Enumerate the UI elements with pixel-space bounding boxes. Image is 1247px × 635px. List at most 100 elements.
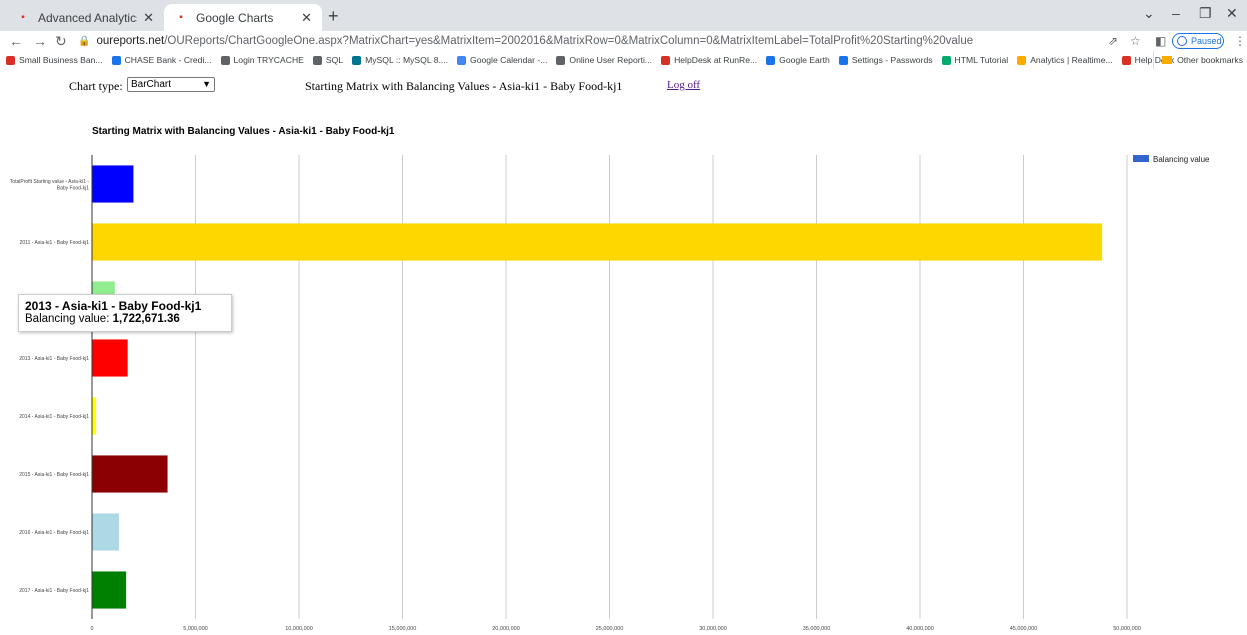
x-tick-label: 25,000,000	[596, 626, 624, 632]
forward-arrow-icon[interactable]: →	[33, 33, 47, 49]
tab-google-charts[interactable]: ▪ Google Charts ✕	[164, 4, 322, 31]
close-icon[interactable]: ✕	[301, 9, 312, 25]
x-tick-label: 35,000,000	[803, 626, 831, 632]
bar[interactable]	[92, 165, 134, 203]
bookmark-favicon-icon	[838, 55, 848, 65]
bar[interactable]	[92, 397, 97, 435]
bookmark-label: Help Desk	[1134, 55, 1175, 65]
bookmark-item[interactable]: MySQL :: MySQL 8....	[352, 55, 448, 65]
chevron-down-icon[interactable]: ⌄	[1143, 5, 1155, 21]
restore-icon[interactable]: ❐	[1199, 5, 1212, 21]
side-panel-icon[interactable]: ◧	[1155, 34, 1167, 48]
bookmark-item[interactable]: Settings - Passwords	[838, 55, 933, 65]
tooltip-title: 2013 - Asia-ki1 - Baby Food-kj1	[25, 299, 202, 313]
tooltip-label: Balancing value:	[25, 313, 113, 325]
back-arrow-icon[interactable]: ←	[9, 33, 23, 49]
bookmark-item[interactable]: Google Calendar -...	[457, 55, 547, 65]
bookmark-label: Settings - Passwords	[851, 55, 933, 65]
url-path: /OUReports/ChartGoogleOne.aspx?MatrixCha…	[164, 35, 974, 47]
url-host: oureports.net	[96, 35, 165, 47]
x-tick-label: 0	[90, 626, 93, 632]
bookmark-favicon-icon	[352, 55, 362, 65]
bar[interactable]	[92, 513, 119, 551]
bookmark-favicon-icon	[556, 55, 566, 65]
bar[interactable]	[92, 223, 1103, 261]
bookmark-item[interactable]: SQL	[312, 55, 344, 65]
logoff-link[interactable]: Log off	[667, 79, 701, 91]
tab-title: Advanced Analytics	[38, 10, 138, 25]
bookmark-favicon-icon	[941, 55, 951, 65]
x-tick-label: 10,000,000	[285, 626, 313, 632]
other-bookmarks[interactable]: Other bookmarks	[1153, 51, 1243, 69]
legend-label: Balancing value	[1153, 155, 1210, 164]
oureports-favicon-icon: ▪	[179, 12, 183, 23]
x-tick-label: 30,000,000	[699, 626, 727, 632]
legend-swatch	[1133, 155, 1149, 162]
y-tick-label: 2013 - Asia-ki1 - Baby Food-kj1	[19, 356, 89, 362]
x-tick-label: 15,000,000	[389, 626, 417, 632]
x-tick-label: 20,000,000	[492, 626, 520, 632]
lock-icon: 🔒	[78, 35, 91, 47]
new-tab-icon[interactable]: +	[328, 6, 339, 26]
avatar	[1177, 36, 1187, 46]
bar-tooltip: 2013 - Asia-ki1 - Baby Food-kj1 Balancin…	[18, 294, 232, 332]
bookmark-favicon-icon	[111, 55, 121, 65]
bookmark-label: Google Earth	[779, 55, 830, 65]
folder-icon	[1162, 56, 1173, 64]
bookmark-favicon-icon	[1017, 55, 1027, 65]
bookmarks-bar: Small Business Ban... CHASE Bank - Credi.…	[0, 51, 1247, 69]
y-tick-label: 2015 - Asia-ki1 - Baby Food-kj1	[19, 472, 89, 478]
address-bar[interactable]: 🔒 oureports.net/OUReports/ChartGoogleOne…	[78, 31, 973, 51]
profile-paused-button[interactable]: Paused	[1172, 33, 1224, 49]
close-icon[interactable]: ✕	[143, 9, 154, 25]
bookmark-favicon-icon	[312, 55, 322, 65]
share-icon[interactable]: ⇗	[1108, 34, 1119, 48]
bookmark-item[interactable]: Google Earth	[766, 55, 830, 65]
browser-tab-strip: ▪ Advanced Analytics ✕ ▪ Google Charts ✕…	[0, 0, 1247, 31]
close-window-icon[interactable]: ✕	[1226, 5, 1238, 21]
chart-type-label: Chart type:	[69, 79, 123, 93]
x-tick-label: 50,000,000	[1113, 626, 1141, 632]
bookmark-item[interactable]: HelpDesk at RunRe...	[661, 55, 757, 65]
bookmark-item[interactable]: Analytics | Realtime...	[1017, 55, 1113, 65]
bar[interactable]	[92, 571, 127, 609]
bookmark-label: Google Calendar -...	[470, 55, 548, 65]
bar[interactable]	[92, 455, 168, 493]
bookmark-label: HTML Tutorial	[954, 55, 1009, 65]
x-tick-label: 40,000,000	[906, 626, 934, 632]
bookmark-label: CHASE Bank - Credi...	[124, 55, 212, 65]
y-tick-label: 2016 - Asia-ki1 - Baby Food-kj1	[19, 530, 89, 536]
bookmark-item[interactable]: Login TRYCACHE	[220, 55, 304, 65]
bar[interactable]	[92, 339, 128, 377]
chart-title: Starting Matrix with Balancing Values - …	[92, 126, 395, 137]
x-tick-label: 5,000,000	[183, 626, 207, 632]
bookmark-favicon-icon	[457, 55, 467, 65]
tab-advanced-analytics[interactable]: ▪ Advanced Analytics ✕	[6, 4, 164, 31]
page-title: Starting Matrix with Balancing Values - …	[305, 79, 623, 93]
browser-toolbar: ← → ↻ 🔒 oureports.net/OUReports/ChartGoo…	[0, 31, 1247, 51]
bookmark-item[interactable]: HTML Tutorial	[941, 55, 1009, 65]
kebab-menu-icon[interactable]: ⋮	[1234, 34, 1246, 48]
y-tick-label: 2011 - Asia-ki1 - Baby Food-kj1	[20, 240, 90, 246]
y-tick-label: 2014 - Asia-ki1 - Baby Food-kj1	[19, 414, 89, 420]
bookmark-favicon-icon	[661, 55, 671, 65]
bookmark-favicon-icon	[766, 55, 776, 65]
bookmark-item[interactable]: Online User Reporti...	[556, 55, 652, 65]
bookmark-item[interactable]: Help Desk	[1121, 55, 1175, 65]
reload-icon[interactable]: ↻	[55, 33, 67, 49]
bookmark-label: SQL	[325, 55, 344, 65]
chart-type-select[interactable]: BarChart ▼	[127, 77, 215, 92]
bookmark-label: Analytics | Realtime...	[1030, 55, 1113, 65]
bookmark-label: Small Business Ban...	[19, 55, 103, 65]
other-bookmarks-label: Other bookmarks	[1177, 55, 1243, 65]
star-icon[interactable]: ☆	[1130, 34, 1141, 48]
bookmark-item[interactable]: CHASE Bank - Credi...	[111, 55, 212, 65]
bookmark-label: Login TRYCACHE	[233, 55, 304, 65]
bookmark-item[interactable]: Small Business Ban...	[6, 55, 103, 65]
chart-controls: Chart type: BarChart ▼ Starting Matrix w…	[0, 69, 1247, 99]
bookmark-label: MySQL :: MySQL 8....	[365, 55, 449, 65]
bar-chart: Starting Matrix with Balancing Values - …	[10, 126, 1210, 632]
y-tick-label: 2017 - Asia-ki1 - Baby Food-kj1	[19, 588, 89, 594]
bookmark-label: Online User Reporti...	[569, 55, 653, 65]
minimize-icon[interactable]: –	[1172, 5, 1180, 21]
